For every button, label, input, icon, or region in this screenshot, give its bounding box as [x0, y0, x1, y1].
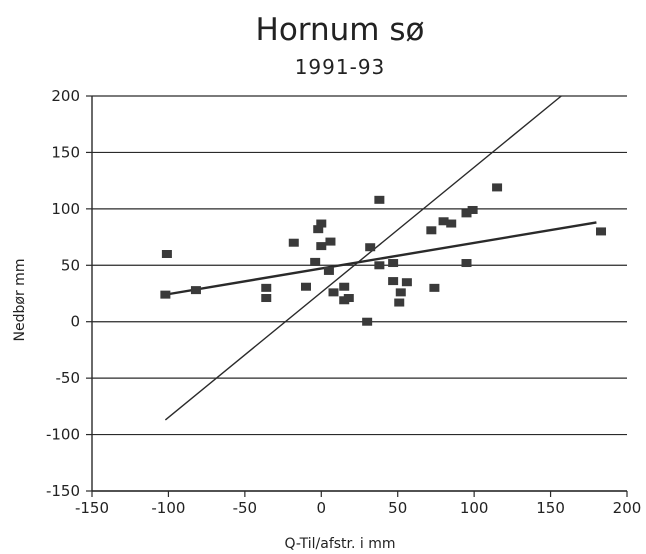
axes	[86, 95, 628, 497]
data-point-16	[343, 294, 354, 303]
data-point-9	[316, 219, 327, 228]
data-point-6	[301, 282, 311, 291]
y-tick-label-2: 100	[51, 200, 80, 218]
data-point-0	[161, 250, 172, 258]
y-tick-label-4: 0	[70, 313, 80, 331]
x-tick-label-7: 200	[613, 499, 642, 517]
data-point-27	[429, 283, 440, 292]
x-tick-labels: -150 -100 -50 0 50 100 150 200	[75, 499, 641, 517]
data-point-2	[190, 286, 201, 295]
y-tick-label-3: 50	[61, 256, 80, 274]
regression-line-1	[164, 95, 562, 421]
data-point-21	[388, 259, 399, 268]
regression-lines	[164, 95, 597, 421]
y-tick-labels: 200 150 100 50 0 -50 -100 -150	[46, 87, 80, 500]
x-tick-label-3: 0	[317, 499, 327, 517]
x-tick-label-4: 50	[388, 499, 407, 517]
data-point-7	[310, 257, 321, 266]
data-point-33	[492, 183, 503, 192]
y-tick-label-6: -100	[46, 426, 80, 444]
data-point-22	[388, 277, 399, 286]
data-point-1	[160, 290, 171, 299]
data-point-34	[596, 227, 607, 236]
data-point-32	[467, 205, 478, 214]
chart-subtitle: 1991-93	[295, 55, 386, 79]
y-tick-label-7: -150	[46, 482, 80, 500]
gridlines	[92, 95, 627, 492]
data-point-29	[446, 219, 457, 228]
data-point-3	[261, 283, 272, 292]
x-tick-label-6: 150	[536, 499, 565, 517]
regression-line-0	[165, 221, 597, 296]
data-point-14	[339, 282, 350, 291]
data-point-20	[374, 261, 385, 270]
y-tick-label-5: -50	[56, 369, 81, 387]
y-tick-label-0: 200	[51, 87, 80, 105]
data-point-26	[426, 226, 437, 235]
data-point-5	[288, 238, 299, 247]
data-point-12	[325, 237, 336, 246]
data-point-13	[328, 288, 339, 297]
x-tick-label-0: -150	[75, 499, 109, 517]
data-point-4	[261, 294, 272, 303]
data-point-11	[323, 266, 334, 275]
x-axis-label: Q-Til/afstr. i mm	[284, 536, 395, 552]
data-point-24	[395, 288, 406, 297]
x-tick-label-2: -50	[233, 499, 258, 517]
data-point-18	[365, 243, 376, 252]
data-point-19	[374, 195, 385, 204]
data-point-10	[316, 242, 327, 251]
data-point-8	[313, 225, 324, 234]
data-points	[160, 183, 607, 326]
data-point-28	[438, 217, 449, 226]
x-tick-label-5: 100	[460, 499, 489, 517]
y-tick-label-1: 150	[51, 143, 80, 161]
data-point-30	[461, 259, 472, 268]
data-point-31	[461, 209, 472, 218]
data-point-25	[401, 278, 412, 287]
data-point-23	[394, 298, 405, 307]
data-point-17	[362, 317, 373, 326]
chart-title: Hornum sø	[256, 12, 425, 48]
y-axis-label: Nedbør mm	[12, 259, 28, 342]
x-tick-label-1: -100	[151, 499, 185, 517]
